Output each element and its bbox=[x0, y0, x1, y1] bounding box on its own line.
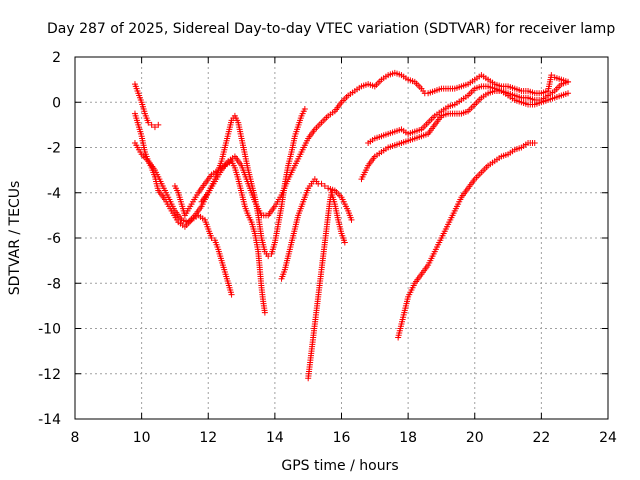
data-point bbox=[155, 121, 162, 128]
y-tick-label: -4 bbox=[47, 186, 61, 202]
data-point bbox=[565, 90, 572, 97]
series-arc-j bbox=[425, 72, 572, 97]
data-point bbox=[318, 180, 325, 187]
data-point bbox=[208, 235, 215, 241]
data-point bbox=[548, 72, 555, 79]
series-arc-c bbox=[131, 106, 308, 260]
data-point bbox=[228, 291, 235, 298]
data-point bbox=[565, 78, 572, 85]
chart-title: Day 287 of 2025, Sidereal Day-to-day VTE… bbox=[47, 21, 615, 37]
series-arc-b bbox=[131, 110, 235, 298]
y-tick-label: -8 bbox=[47, 276, 61, 292]
data-point bbox=[151, 124, 158, 131]
series-arc-a bbox=[131, 81, 162, 131]
y-tick-label: -14 bbox=[38, 412, 61, 428]
y-tick-label: -2 bbox=[47, 141, 61, 157]
x-tick-label: 22 bbox=[532, 430, 550, 446]
grid-lines bbox=[75, 57, 608, 419]
data-point bbox=[265, 253, 272, 260]
y-tick-label: -10 bbox=[38, 322, 61, 338]
x-tick-label: 16 bbox=[333, 430, 351, 446]
series-arc-h bbox=[358, 87, 572, 183]
x-tick-label: 8 bbox=[71, 430, 80, 446]
series-arc-e bbox=[198, 69, 428, 219]
y-tick-label: -12 bbox=[38, 367, 61, 383]
data-point bbox=[531, 139, 538, 146]
y-tick-label: -6 bbox=[47, 231, 61, 247]
x-tick-label: 20 bbox=[466, 430, 484, 446]
series-arc-d bbox=[171, 158, 268, 316]
series-arc-g bbox=[305, 189, 348, 382]
y-axis-label: SDTVAR / TECUs bbox=[7, 181, 23, 296]
x-tick-label: 10 bbox=[133, 430, 151, 446]
series-arc-i bbox=[365, 78, 572, 146]
series-arc-k bbox=[395, 139, 538, 341]
data-points bbox=[131, 69, 572, 382]
data-point bbox=[348, 216, 355, 223]
data-point bbox=[321, 182, 328, 189]
x-axis-label: GPS time / hours bbox=[281, 458, 398, 474]
data-point bbox=[148, 121, 155, 128]
data-point bbox=[261, 309, 268, 316]
data-point bbox=[145, 119, 152, 126]
series-arc-f bbox=[278, 176, 355, 282]
y-tick-label: 2 bbox=[52, 50, 61, 66]
x-tick-label: 24 bbox=[599, 430, 617, 446]
y-tick-label: 0 bbox=[52, 95, 61, 111]
x-tick-label: 12 bbox=[199, 430, 217, 446]
data-point bbox=[341, 239, 348, 246]
data-point bbox=[301, 106, 308, 113]
x-tick-label: 18 bbox=[399, 430, 417, 446]
x-tick-label: 14 bbox=[266, 430, 284, 446]
